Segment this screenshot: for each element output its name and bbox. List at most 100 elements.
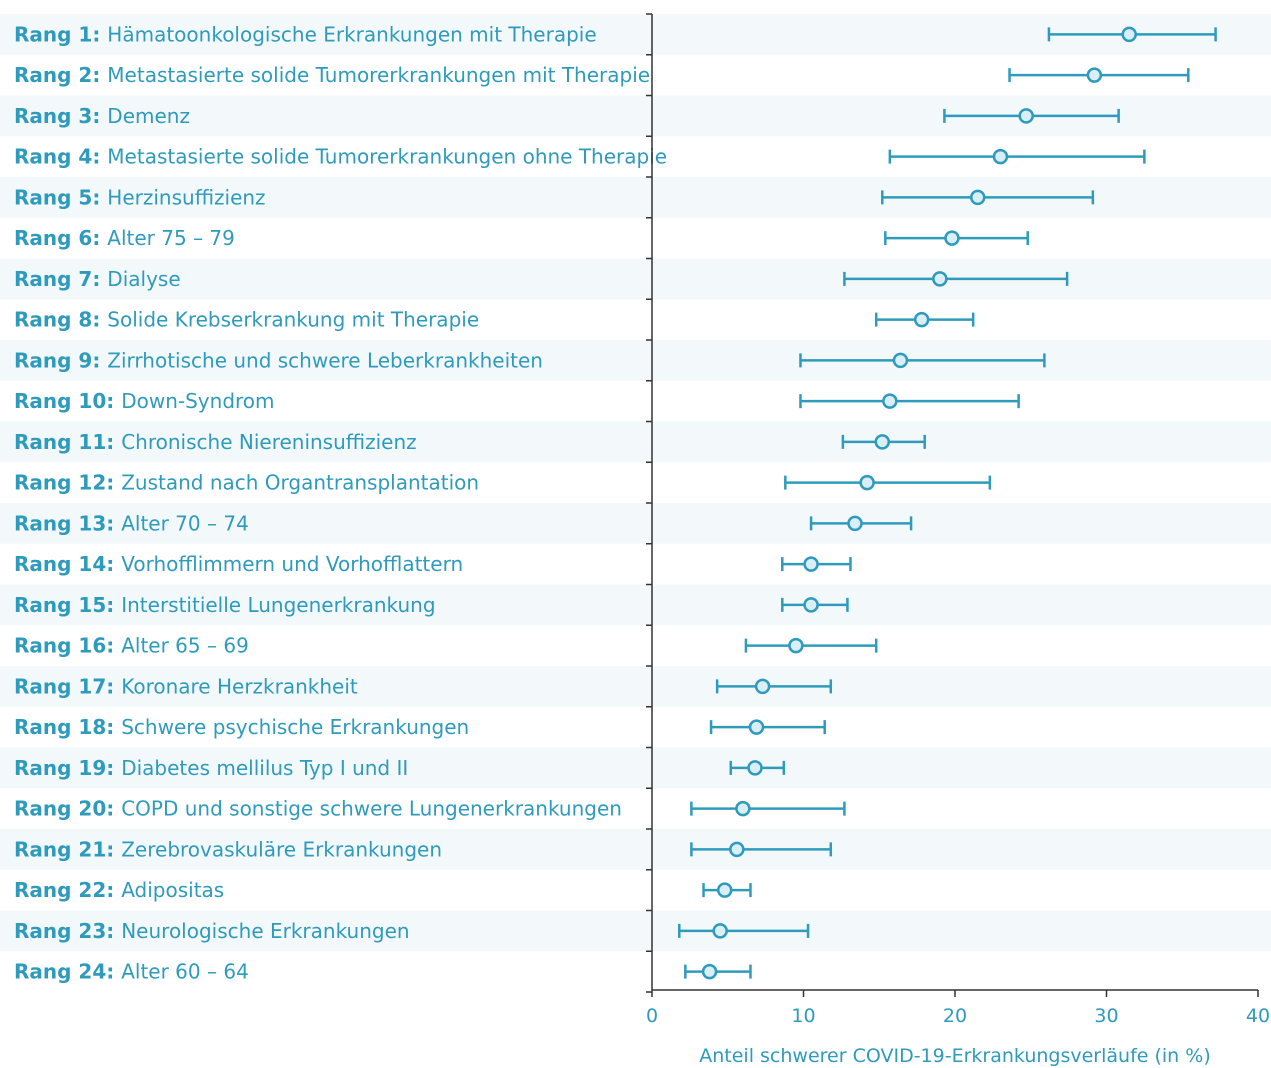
- row-label: Rang 3: Demenz: [14, 104, 190, 128]
- row-stripes: [0, 14, 1271, 952]
- x-tick-label: 20: [943, 1005, 967, 1027]
- point-estimate: [1121, 26, 1137, 43]
- rank-label: Rang 20:: [14, 797, 121, 821]
- point-estimate: [992, 148, 1009, 165]
- row-label: Rang 24: Alter 60 – 64: [14, 960, 249, 984]
- rank-label: Rang 13:: [14, 511, 121, 535]
- point-estimate: [874, 434, 891, 450]
- row-stripe: [0, 666, 1271, 707]
- row-labels: Rang 1: Hämatoonkologische Erkrankungen …: [14, 22, 667, 983]
- rank-label: Rang 5:: [14, 185, 107, 209]
- row-label: Rang 14: Vorhofflimmern und Vorhofflatte…: [14, 552, 463, 576]
- point-estimate: [701, 963, 718, 980]
- x-tick-label: 10: [791, 1005, 815, 1027]
- x-tick-label: 0: [646, 1005, 658, 1027]
- rank-label: Rang 3:: [14, 104, 107, 128]
- point-estimate: [1086, 67, 1103, 83]
- condition-label: Metastasierte solide Tumorerkrankungen o…: [107, 145, 667, 169]
- point-estimate: [913, 311, 930, 328]
- condition-label: Alter 75 – 79: [107, 226, 235, 250]
- condition-label: Zustand nach Organtransplantation: [121, 471, 479, 495]
- point-estimate: [729, 841, 745, 858]
- row-label: Rang 2: Metastasierte solide Tumorerkran…: [14, 63, 650, 87]
- condition-label: Vorhofflimmern und Vorhofflattern: [121, 552, 463, 576]
- x-axis-title: Anteil schwerer COVID-19-Erkrankungsverl…: [699, 1045, 1210, 1067]
- row-label: Rang 17: Koronare Herzkrankheit: [14, 674, 358, 698]
- condition-label: Zerebrovaskuläre Erkrankungen: [121, 837, 442, 861]
- condition-label: Koronare Herzkrankheit: [121, 674, 358, 698]
- row-label: Rang 11: Chronische Niereninsuffizienz: [14, 430, 417, 454]
- row-label: Rang 1: Hämatoonkologische Erkrankungen …: [14, 22, 597, 46]
- row-label: Rang 10: Down-Syndrom: [14, 389, 275, 413]
- point-estimate: [712, 923, 728, 939]
- condition-label: Interstitielle Lungenerkrankung: [121, 593, 435, 617]
- rank-label: Rang 18:: [14, 715, 121, 739]
- rank-label: Rang 4:: [14, 145, 107, 169]
- condition-label: Herzinsuffizienz: [107, 185, 265, 209]
- point-estimate: [803, 556, 819, 572]
- rank-label: Rang 12:: [14, 471, 121, 495]
- point-estimate: [969, 189, 986, 206]
- point-estimate: [735, 800, 751, 817]
- row-label: Rang 12: Zustand nach Organtransplantati…: [14, 471, 479, 495]
- row-stripe: [0, 910, 1271, 952]
- row-label: Rang 15: Interstitielle Lungenerkrankung: [14, 593, 436, 617]
- point-estimate: [754, 678, 771, 695]
- rank-label: Rang 1:: [14, 22, 107, 46]
- condition-label: Down-Syndrom: [121, 389, 274, 413]
- row-label: Rang 7: Dialyse: [14, 267, 181, 291]
- rank-label: Rang 23:: [14, 919, 121, 943]
- row-label: Rang 6: Alter 75 – 79: [14, 226, 235, 250]
- point-estimate: [944, 230, 960, 246]
- row-label: Rang 23: Neurologische Erkrankungen: [14, 919, 410, 943]
- y-axis-ticks: [646, 13, 652, 993]
- point-estimate: [748, 719, 765, 735]
- x-tick-label: 40: [1246, 1005, 1270, 1027]
- condition-label: Dialyse: [107, 267, 180, 291]
- row-stripe: [0, 747, 1271, 789]
- point-estimate: [803, 597, 819, 613]
- rank-label: Rang 22:: [14, 878, 121, 902]
- condition-label: COPD und sonstige schwere Lungenerkranku…: [121, 797, 622, 821]
- row-label: Rang 19: Diabetes mellilus Typ I und II: [14, 756, 408, 780]
- point-estimate: [859, 474, 875, 491]
- condition-label: Alter 70 – 74: [121, 511, 249, 535]
- condition-label: Alter 65 – 69: [121, 634, 249, 658]
- point-estimate: [847, 515, 863, 532]
- rank-label: Rang 11:: [14, 430, 121, 454]
- rank-label: Rang 24:: [14, 960, 121, 984]
- row-stripe: [0, 258, 1271, 300]
- row-label: Rang 21: Zerebrovaskuläre Erkrankungen: [14, 837, 442, 861]
- point-estimate: [892, 352, 909, 369]
- rank-label: Rang 19:: [14, 756, 121, 780]
- rank-label: Rang 2:: [14, 63, 107, 87]
- row-stripe: [0, 829, 1271, 870]
- row-label: Rang 9: Zirrhotische und schwere Leberkr…: [14, 348, 543, 372]
- condition-label: Hämatoonkologische Erkrankungen mit Ther…: [107, 22, 596, 46]
- row-stripe: [0, 421, 1271, 463]
- rank-label: Rang 15:: [14, 593, 121, 617]
- point-estimate: [1018, 108, 1034, 124]
- condition-label: Metastasierte solide Tumorerkrankungen m…: [107, 63, 650, 87]
- point-estimate: [932, 271, 948, 287]
- x-axis-ticks: 0 10 20 30 40: [646, 990, 1270, 1027]
- condition-label: Adipositas: [121, 878, 224, 902]
- row-stripe: [0, 584, 1271, 626]
- row-label: Rang 8: Solide Krebserkrankung mit Thera…: [14, 308, 479, 332]
- point-estimate: [882, 393, 898, 409]
- rank-label: Rang 8:: [14, 308, 107, 332]
- row-label: Rang 4: Metastasierte solide Tumorerkran…: [14, 145, 667, 169]
- rank-label: Rang 6:: [14, 226, 107, 250]
- condition-label: Diabetes mellilus Typ I und II: [121, 756, 408, 780]
- point-estimate: [788, 637, 804, 654]
- condition-label: Demenz: [107, 104, 190, 128]
- condition-label: Neurologische Erkrankungen: [121, 919, 409, 943]
- condition-label: Zirrhotische und schwere Leberkrankheite…: [107, 348, 543, 372]
- condition-label: Schwere psychische Erkrankungen: [121, 715, 469, 739]
- condition-label: Alter 60 – 64: [121, 960, 249, 984]
- x-tick-label: 30: [1094, 1005, 1118, 1027]
- row-label: Rang 22: Adipositas: [14, 878, 224, 902]
- row-label: Rang 16: Alter 65 – 69: [14, 634, 249, 658]
